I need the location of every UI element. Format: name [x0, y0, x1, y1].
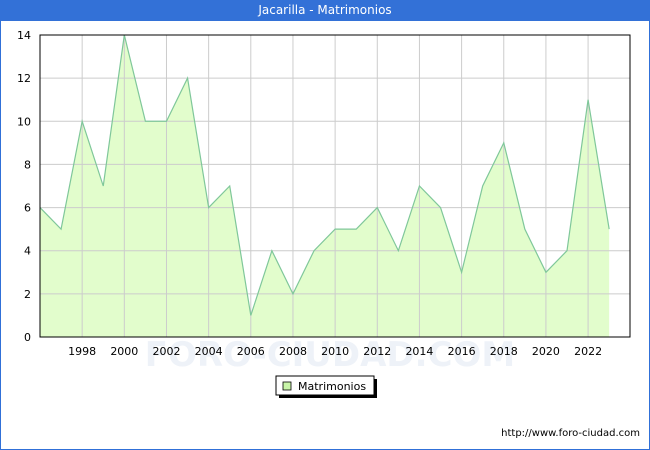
x-tick-label: 2018: [490, 345, 518, 358]
x-tick-label: 2020: [532, 345, 560, 358]
x-tick-label: 2006: [237, 345, 265, 358]
x-tick-label: 2010: [321, 345, 349, 358]
x-tick-label: 2022: [574, 345, 602, 358]
area-fill: [40, 35, 610, 337]
series-line: [39, 34, 610, 316]
x-tick-label: 2012: [363, 345, 391, 358]
x-tick-label: 2016: [448, 345, 476, 358]
plot-border: [39, 34, 631, 338]
x-tick-label: 2002: [152, 345, 180, 358]
legend-label: Matrimonios: [298, 380, 366, 393]
x-tick-label: 2014: [405, 345, 433, 358]
x-tick-label: 2000: [110, 345, 138, 358]
source-link[interactable]: http://www.foro-ciudad.com: [501, 428, 640, 439]
x-tick-label: 2004: [195, 345, 223, 358]
x-tick-label: 2008: [279, 345, 307, 358]
y-tick-label: 12: [17, 72, 31, 85]
legend-swatch: [282, 381, 292, 391]
y-tick-label: 6: [24, 202, 31, 215]
y-tick-label: 14: [17, 29, 31, 42]
chart-title: Jacarilla - Matrimonios: [0, 0, 650, 21]
y-tick-label: 10: [17, 115, 31, 128]
y-tick-label: 0: [24, 331, 31, 344]
legend-box: [275, 375, 375, 396]
y-tick-label: 4: [24, 245, 31, 258]
x-tick-label: 1998: [68, 345, 96, 358]
y-tick-label: 2: [24, 288, 31, 301]
y-tick-label: 8: [24, 158, 31, 171]
watermark: FORO-CIUDAD.COM: [145, 335, 516, 375]
